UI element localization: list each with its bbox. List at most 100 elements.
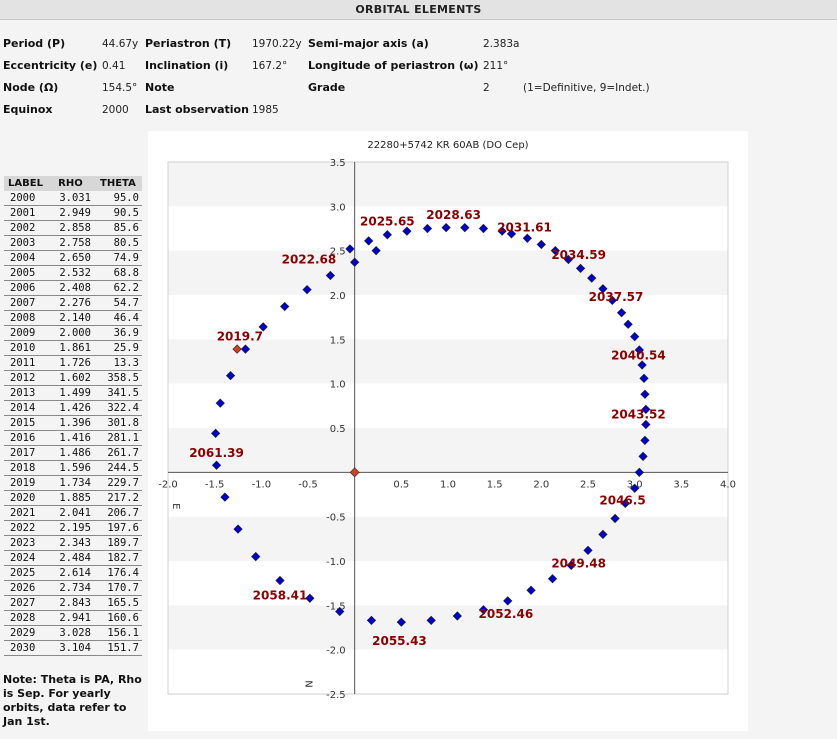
orbit-point [506, 229, 517, 239]
row-label: 2001 [4, 205, 47, 221]
orbit-point [616, 308, 627, 318]
orbit-point [335, 606, 345, 617]
plot-frame [167, 161, 729, 695]
x-tick-label: 1.0 [440, 479, 456, 490]
row-theta: 217.2 [93, 490, 142, 506]
year-label: 2049.48 [551, 557, 606, 571]
grid-band [168, 428, 728, 473]
y-tick-label: 1.5 [330, 335, 346, 346]
eccentricity-label: Eccentricity (e) [3, 59, 98, 72]
table-row: 2010 1.861 25.9 [4, 340, 142, 356]
table-row: 2002 2.858 85.6 [4, 220, 142, 236]
row-rho: 2.614 [46, 565, 94, 581]
orbit-point [280, 301, 290, 312]
row-rho: 1.885 [46, 490, 94, 506]
column-header-rho: RHO [46, 176, 94, 191]
table-row: 2026 2.734 170.7 [4, 580, 142, 596]
row-label: 2018 [4, 460, 47, 476]
row-label: 2005 [4, 265, 47, 281]
table-row: 2000 3.031 95.0 [4, 191, 142, 206]
row-theta: 160.6 [93, 610, 142, 626]
row-theta: 25.9 [93, 340, 142, 356]
orbit-point [566, 560, 576, 571]
year-label: 2034.59 [551, 248, 606, 262]
y-tick-label: -1.0 [326, 557, 346, 568]
row-rho: 2.650 [46, 250, 94, 266]
orbit-point [422, 223, 433, 234]
north-axis-letter: N [303, 680, 314, 687]
table-row: 2027 2.843 165.5 [4, 595, 142, 611]
row-theta: 206.7 [93, 505, 142, 521]
x-tick-label: -1.0 [252, 479, 272, 490]
east-axis-letter: E [170, 503, 181, 509]
y-tick-label: -1.5 [326, 601, 346, 612]
row-theta: 170.7 [93, 580, 142, 596]
orbit-point [225, 371, 236, 381]
sma-value: 2.383a [483, 38, 520, 50]
y-tick-label: 1.0 [330, 380, 346, 391]
row-rho: 1.416 [46, 430, 94, 446]
table-row: 2012 1.602 358.5 [4, 370, 142, 386]
y-tick-label: 3.0 [330, 202, 346, 213]
row-rho: 1.426 [46, 400, 94, 416]
orbit-point [641, 404, 651, 415]
row-label: 2015 [4, 415, 47, 431]
row-label: 2019 [4, 475, 47, 491]
row-rho: 2.000 [46, 325, 94, 341]
x-tick-label: -1.5 [205, 479, 225, 490]
table-row: 2019 1.734 229.7 [4, 475, 142, 491]
table-row: 2021 2.041 206.7 [4, 505, 142, 521]
row-label: 2023 [4, 535, 47, 551]
orbit-point [640, 435, 650, 446]
omega-value: 211° [483, 60, 509, 72]
row-theta: 341.5 [93, 385, 142, 401]
table-row: 2016 1.416 281.1 [4, 430, 142, 446]
row-rho: 3.031 [46, 191, 94, 206]
row-theta: 182.7 [93, 550, 142, 566]
row-theta: 80.5 [93, 235, 142, 251]
row-theta: 54.7 [93, 295, 142, 311]
row-label: 2022 [4, 520, 47, 536]
row-theta: 189.7 [93, 535, 142, 551]
table-row: 2024 2.484 182.7 [4, 550, 142, 566]
row-theta: 62.2 [93, 280, 142, 296]
row-label: 2026 [4, 580, 47, 596]
table-row: 2023 2.343 189.7 [4, 535, 142, 551]
eccentricity-value: 0.41 [102, 60, 126, 72]
x-tick-label: 2.0 [533, 479, 549, 490]
orbit-point [637, 360, 647, 370]
x-tick-label: -2.0 [158, 479, 178, 490]
row-label: 2003 [4, 235, 47, 251]
equinox-value: 2000 [102, 104, 129, 116]
x-tick-label: 1.5 [487, 479, 503, 490]
equinox-label: Equinox [3, 103, 53, 116]
orbit-point [215, 398, 225, 408]
last-observation-label: Last observation [145, 103, 249, 116]
x-tick-label: 3.5 [673, 479, 689, 490]
orbit-plot-panel: -2.0 -1.5 -1.0 -0.5 0.5 1.0 1.5 2.0 2.5 3.0 3.5 4.0… [148, 131, 748, 731]
orbit-point [240, 344, 251, 354]
orbit-point [634, 467, 644, 477]
table-row: 2011 1.726 13.3 [4, 355, 142, 371]
table-row: 2006 2.408 62.2 [4, 280, 142, 296]
row-theta: 156.1 [93, 625, 142, 641]
orbit-point [598, 284, 608, 294]
orbit-point [522, 233, 532, 243]
grid-band [168, 472, 728, 517]
row-rho: 2.858 [46, 220, 94, 236]
year-label: 2061.39 [189, 446, 244, 460]
orbit-point [345, 244, 355, 254]
orbit-point [382, 230, 392, 240]
orbit-point [251, 551, 261, 562]
row-label: 2004 [4, 250, 47, 266]
inclination-label: Inclination (i) [145, 59, 229, 72]
table-row: 2014 1.426 322.4 [4, 400, 142, 416]
row-label: 2030 [4, 640, 47, 656]
orbit-point [640, 389, 650, 399]
orbit-point [478, 605, 489, 615]
column-header-theta: THETA [93, 176, 142, 191]
grade-value: 2 [483, 82, 490, 94]
grid-band [168, 383, 728, 428]
table-row: 2025 2.614 176.4 [4, 565, 142, 581]
row-rho: 1.602 [46, 370, 94, 386]
